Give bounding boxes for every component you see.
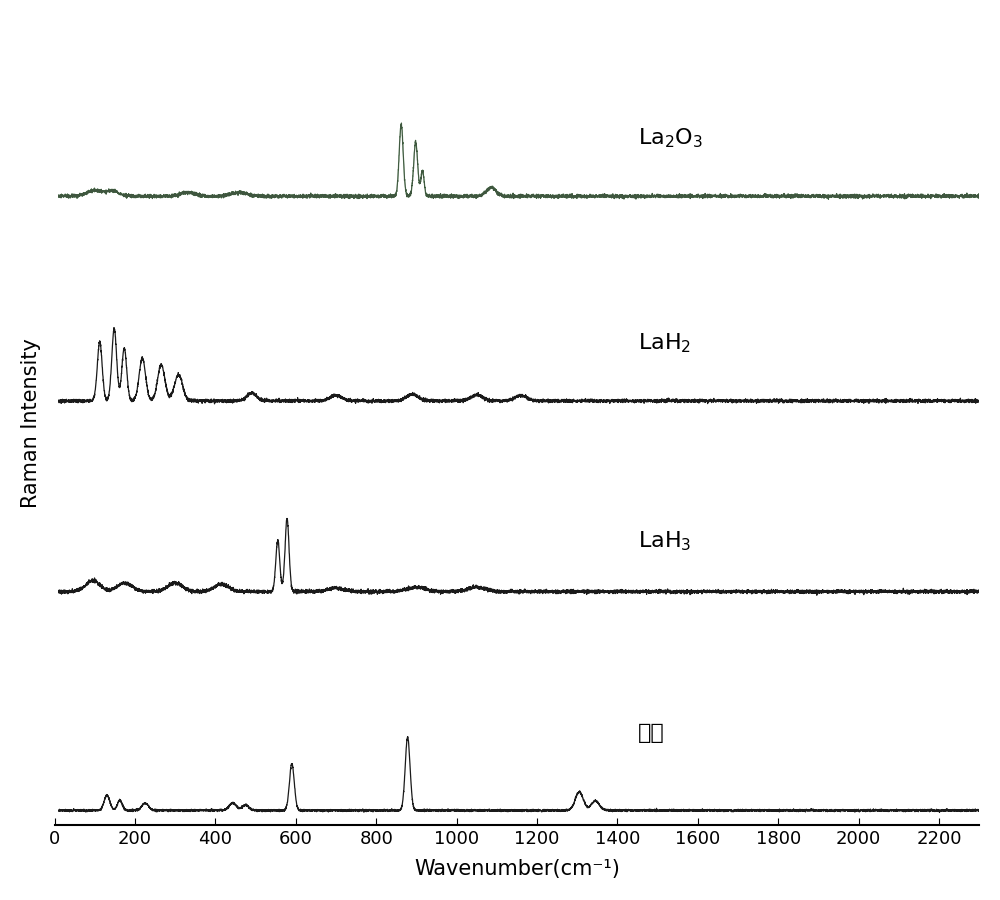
Text: LaH$_3$: LaH$_3$	[638, 529, 691, 553]
Text: LaH$_2$: LaH$_2$	[638, 331, 691, 355]
Text: La$_2$O$_3$: La$_2$O$_3$	[638, 127, 702, 150]
Y-axis label: Raman Intensity: Raman Intensity	[21, 338, 41, 508]
Text: 样品: 样品	[638, 724, 664, 743]
X-axis label: Wavenumber(cm⁻¹): Wavenumber(cm⁻¹)	[414, 860, 620, 879]
